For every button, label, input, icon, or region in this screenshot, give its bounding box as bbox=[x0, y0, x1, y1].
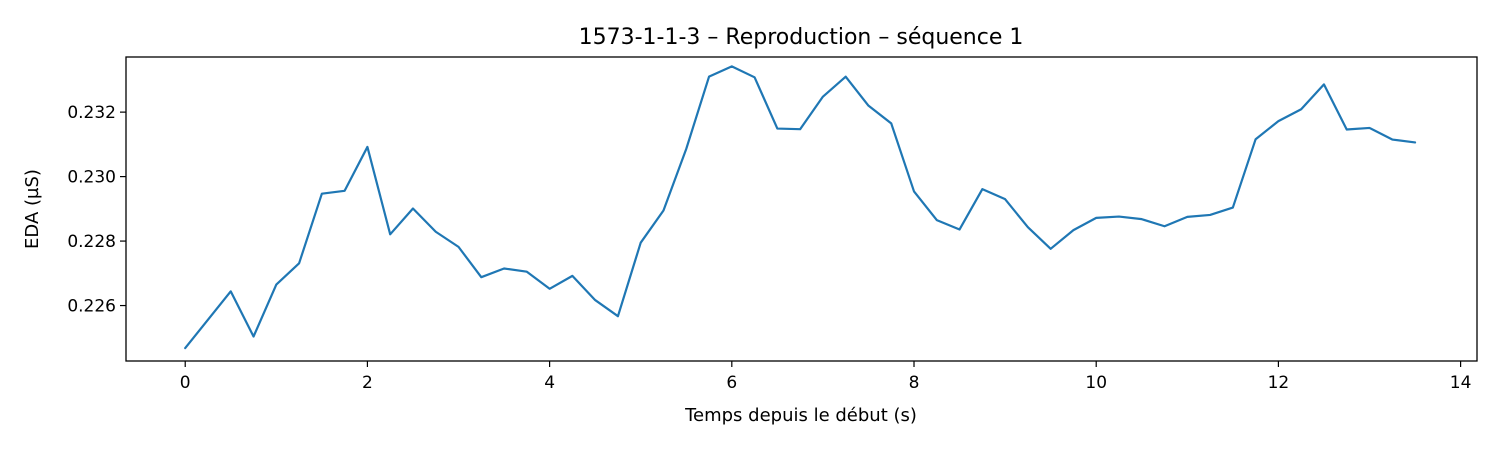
x-tick-label: 10 bbox=[1085, 373, 1107, 393]
series-layer bbox=[184, 65, 1417, 350]
y-tick-label: 0.226 bbox=[67, 297, 116, 317]
x-tick-label: 14 bbox=[1450, 373, 1472, 393]
y-tick-label: 0.228 bbox=[67, 232, 116, 252]
x-tick-label: 12 bbox=[1268, 373, 1290, 393]
x-tick-label: 2 bbox=[362, 373, 373, 393]
y-axis: 0.226 0.228 0.230 0.232 bbox=[67, 103, 126, 317]
y-tick-label: 0.232 bbox=[67, 103, 116, 123]
x-tick-label: 0 bbox=[180, 373, 191, 393]
chart-title: 1573-1-1-3 – Reproduction – séquence 1 bbox=[579, 25, 1024, 50]
plot-frame bbox=[125, 56, 1478, 362]
x-axis: 0 2 4 6 8 10 12 14 bbox=[180, 361, 1472, 393]
y-axis-label: EDA (µS) bbox=[22, 169, 43, 249]
plot-area bbox=[125, 56, 1478, 362]
x-tick-label: 4 bbox=[544, 373, 555, 393]
x-axis-label: Temps depuis le début (s) bbox=[684, 405, 917, 426]
x-tick-label: 6 bbox=[726, 373, 737, 393]
x-tick-label: 8 bbox=[909, 373, 920, 393]
series-line-0 bbox=[184, 65, 1417, 350]
y-tick-label: 0.230 bbox=[67, 168, 116, 188]
